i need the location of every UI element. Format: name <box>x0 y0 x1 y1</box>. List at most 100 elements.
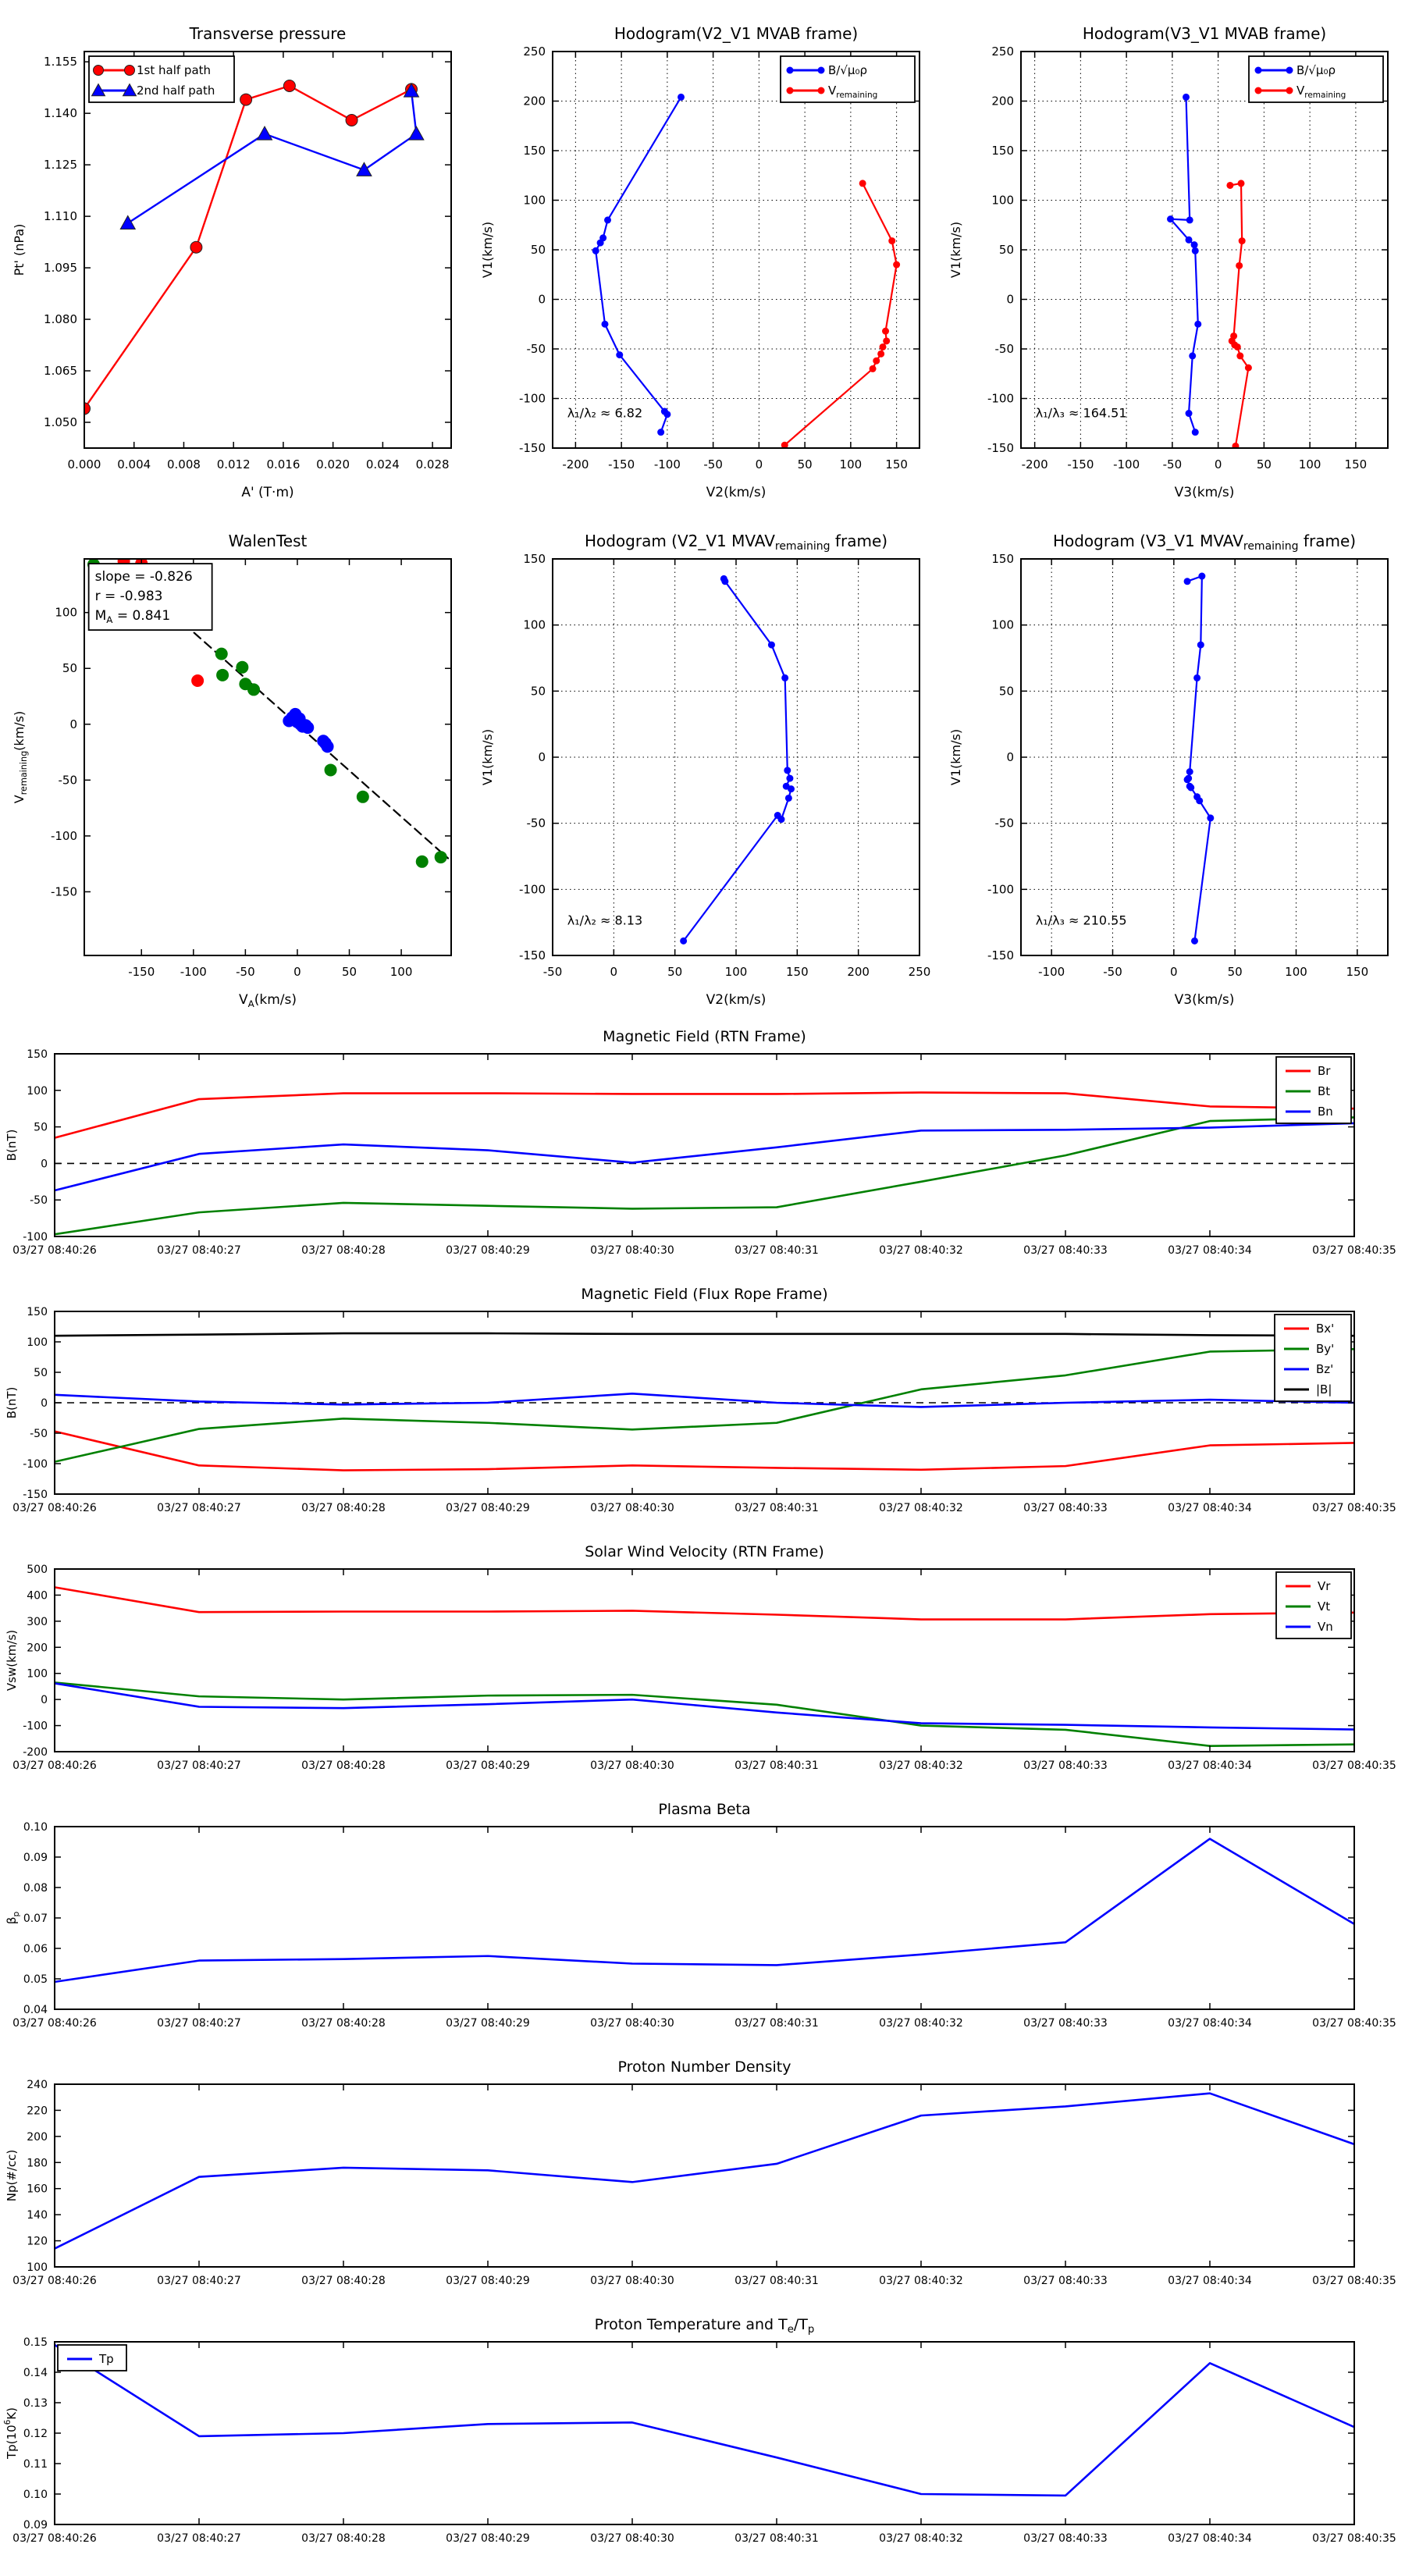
x-tick-label: -100 <box>654 457 681 471</box>
x-tick-label: -50 <box>543 965 563 979</box>
y-tick-label: 50 <box>62 661 77 675</box>
dot-marker <box>434 851 447 864</box>
y-tick-label: 200 <box>27 2131 48 2144</box>
series-line <box>54 1122 1355 1192</box>
dot-marker <box>216 668 229 681</box>
y-tick-label: 1.095 <box>44 261 77 275</box>
series-line <box>54 1838 1355 1984</box>
chart-proton-temperature: 03/27 08:40:26 03/27 08:40:27 03/27 08:40:… <box>0 2314 1405 2571</box>
series-group <box>84 79 425 415</box>
legend-label: Bn <box>1318 1105 1333 1119</box>
y-tick-label: 0 <box>41 1397 48 1410</box>
axis-ticks: -200 -150 -100 -50 0 50 100 150 -150 -100 -50 0 50 10… <box>519 44 919 471</box>
circle-marker <box>283 79 296 92</box>
x-tick-label: 150 <box>786 965 809 979</box>
x-axis-label: V3(km/s) <box>1175 485 1235 500</box>
triangle-marker <box>256 126 273 141</box>
legend-label: Vremaining​ <box>828 84 877 100</box>
x-tick-label: 03/27 08:40:29 <box>446 2017 530 2030</box>
series-2nd half path <box>119 83 425 230</box>
dot-marker <box>604 216 611 224</box>
series-group <box>592 93 901 449</box>
y-tick-label: -50 <box>59 773 78 787</box>
dot-marker <box>657 429 665 436</box>
y-axis-label: V1(km/s) <box>948 222 963 278</box>
dot-marker <box>877 350 885 358</box>
dot-marker <box>1207 814 1215 822</box>
y-tick-label: 150 <box>991 552 1014 566</box>
x-tick-label: 03/27 08:40:30 <box>590 2017 674 2030</box>
series-line <box>84 84 413 410</box>
x-tick-label: 0 <box>756 457 763 471</box>
dot-marker <box>356 790 369 803</box>
x-tick-label: 03/27 08:40:29 <box>446 1244 530 1257</box>
legend: Bx' By' Bz' |B| <box>1274 1314 1352 1402</box>
series-line <box>54 1586 1355 1621</box>
dot-marker <box>680 937 688 945</box>
y-tick-label: 0 <box>538 293 546 307</box>
x-tick-label: 03/27 08:40:35 <box>1312 1244 1396 1257</box>
annotation-text: λ₁/λ₃ ≈ 210.55 <box>1036 913 1127 928</box>
x-tick-label: 03/27 08:40:32 <box>879 2532 963 2545</box>
svg-hodogram-v2v1-mvab: -200 -150 -100 -50 0 50 100 150 -150 -100 -50 0 50 10… <box>468 11 937 518</box>
series-line <box>54 1348 1355 1463</box>
chart-background <box>937 518 1405 1026</box>
annotation-text: λ₁/λ₂ ≈ 8.13 <box>567 913 642 928</box>
series-Vt <box>54 1681 1355 1747</box>
dot-marker <box>883 337 891 345</box>
axis-ticks: 03/27 08:40:26 03/27 08:40:27 03/27 08:40:… <box>12 1564 1396 1772</box>
x-tick-label: 0.012 <box>217 457 251 471</box>
dot-marker <box>781 441 788 449</box>
y-tick-label: -50 <box>995 342 1015 356</box>
x-tick-label: 03/27 08:40:28 <box>301 2275 386 2287</box>
dot-marker <box>1237 180 1245 187</box>
x-tick-label: 03/27 08:40:31 <box>735 1244 819 1257</box>
svg-proton-number-density: 03/27 08:40:26 03/27 08:40:27 03/27 08:40:… <box>0 2056 1397 2307</box>
legend-label: B/√μ₀ρ <box>828 63 867 77</box>
y-tick-label: -50 <box>30 1428 48 1440</box>
y-tick-label: -150 <box>519 441 546 455</box>
dot-marker <box>1196 797 1204 805</box>
axis-ticks: 03/27 08:40:26 03/27 08:40:27 03/27 08:40:… <box>12 1821 1396 2030</box>
x-tick-label: 03/27 08:40:31 <box>735 2275 819 2287</box>
y-tick-label: 250 <box>523 44 546 59</box>
dot-marker <box>1254 66 1262 74</box>
dot-marker <box>1187 784 1195 792</box>
y-tick-label: 120 <box>27 2236 48 2248</box>
y-tick-label: 0.10 <box>23 1821 48 1834</box>
series-group <box>54 1332 1355 1471</box>
x-tick-label: 03/27 08:40:32 <box>879 1244 963 1257</box>
legend-label: Bt <box>1318 1084 1330 1098</box>
axis-ticks: -50 0 50 100 150 200 250 -150 -100 -50 0 50 100 150 <box>519 552 930 979</box>
x-tick-label: 03/27 08:40:26 <box>12 2017 97 2030</box>
legend-label: 1st half path <box>137 63 211 77</box>
series-Br <box>54 1091 1355 1139</box>
series-line <box>54 1116 1355 1236</box>
y-tick-label: -100 <box>23 1720 48 1733</box>
y-tick-label: 100 <box>523 194 546 208</box>
x-tick-label: 03/27 08:40:33 <box>1023 2017 1108 2030</box>
x-tick-label: 03/27 08:40:35 <box>1312 2017 1396 2030</box>
x-tick-label: 50 <box>798 457 813 471</box>
chart-background <box>0 1283 1397 1535</box>
annotation-text: λ₁/λ₂ ≈ 6.82 <box>567 406 642 421</box>
x-tick-label: 50 <box>342 965 357 979</box>
dot-marker <box>882 327 890 335</box>
x-tick-label: -100 <box>1038 965 1065 979</box>
y-tick-label: 100 <box>27 2261 48 2274</box>
legend: B/√μ₀ρ Vremaining​ <box>780 55 916 103</box>
series-B/sqrt(mu0 rho) <box>592 93 685 436</box>
y-axis-label: V1(km/s) <box>480 729 495 785</box>
y-tick-label: 50 <box>531 684 546 698</box>
dot-marker <box>859 180 866 187</box>
y-tick-label: 0.12 <box>23 2428 48 2440</box>
dot-marker <box>1183 776 1191 784</box>
chart-title: Plasma Beta <box>658 1801 750 1818</box>
y-tick-label: 0 <box>41 1694 48 1706</box>
axis-ticks: 03/27 08:40:26 03/27 08:40:27 03/27 08:40:… <box>12 1048 1396 1257</box>
x-tick-label: 03/27 08:40:27 <box>157 1244 241 1257</box>
y-axis-label: Pt' (nPa) <box>12 224 27 276</box>
annotation: λ₁/λ₂ ≈ 8.13 <box>567 913 642 928</box>
dot-marker <box>1198 572 1206 580</box>
x-tick-label: -50 <box>236 965 255 979</box>
